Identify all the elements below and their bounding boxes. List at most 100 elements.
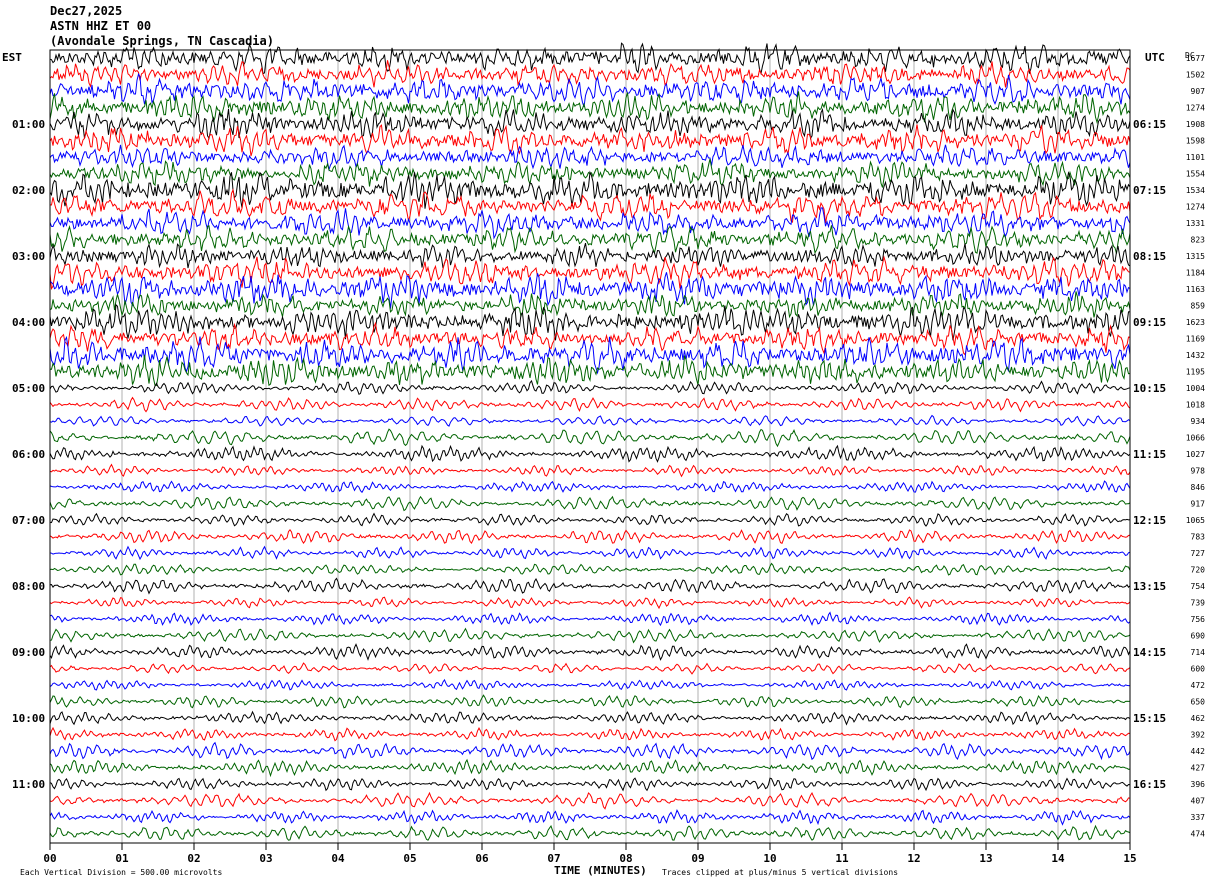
seismic-trace <box>49 42 1131 76</box>
dc-offset-label: 846 <box>1191 483 1206 492</box>
dc-offset-label: 442 <box>1191 747 1206 756</box>
seismic-trace <box>49 124 1131 157</box>
seismic-trace <box>49 809 1131 826</box>
left-hour-label: 04:00 <box>12 316 45 329</box>
seismic-trace <box>49 428 1131 448</box>
dc-offset-label: 720 <box>1191 566 1206 575</box>
seismic-trace <box>49 480 1131 494</box>
dc-offset-label: 1169 <box>1186 335 1205 344</box>
dc-offset-label: 1101 <box>1186 153 1205 162</box>
location-label: (Avondale Springs, TN Cascadia) <box>50 34 274 48</box>
dc-offset-label: 1502 <box>1186 71 1205 80</box>
dc-offset-label: 783 <box>1191 533 1206 542</box>
x-tick-label: 05 <box>403 852 416 865</box>
dc-offset-label: 472 <box>1191 681 1206 690</box>
dc-offset-label: 1315 <box>1186 252 1205 261</box>
dc-offset-label: 1534 <box>1186 186 1205 195</box>
seismic-trace <box>49 321 1131 356</box>
dc-offset-label: 1432 <box>1186 351 1205 360</box>
dc-offset-label: 1004 <box>1186 384 1205 393</box>
minute-gridlines <box>121 50 1059 843</box>
right-hour-label: 09:15 <box>1133 316 1166 329</box>
seismic-trace <box>49 627 1131 644</box>
right-hour-label: 14:15 <box>1133 646 1166 659</box>
x-tick-label: 11 <box>835 852 849 865</box>
dc-offset-label: 690 <box>1191 632 1206 641</box>
dc-offset-label: 396 <box>1191 780 1206 789</box>
x-tick-label: 02 <box>187 852 200 865</box>
dc-offset-label: 1274 <box>1186 104 1205 113</box>
seismic-trace <box>49 611 1131 627</box>
plot-frame <box>49 49 1131 844</box>
seismic-trace <box>49 60 1131 88</box>
right-hour-label: 07:15 <box>1133 184 1166 197</box>
right-hour-label: 12:15 <box>1133 514 1166 527</box>
left-hour-label: 08:00 <box>12 580 45 593</box>
seismic-trace <box>49 710 1131 726</box>
dc-offset-label: 1331 <box>1186 219 1205 228</box>
dc-offset-label: 727 <box>1191 549 1206 558</box>
seismic-traces <box>49 42 1131 841</box>
seismic-trace <box>49 694 1131 709</box>
seismic-trace <box>49 791 1131 810</box>
dc-offset-label: 1163 <box>1186 285 1205 294</box>
seismic-trace <box>49 272 1131 309</box>
dc-offset-labels: 1677 1502 907 1274 1908 1598 1101 1554 1534 1274 1… <box>1186 54 1205 839</box>
dc-offset-label: 714 <box>1191 648 1206 657</box>
seismic-trace <box>49 242 1131 269</box>
seismic-trace <box>49 144 1131 172</box>
seismic-trace <box>49 678 1131 691</box>
dc-offset-label: 1066 <box>1186 434 1205 443</box>
left-hour-label: 01:00 <box>12 118 45 131</box>
x-axis-title: TIME (MINUTES) <box>554 864 647 877</box>
seismic-trace <box>49 777 1131 792</box>
left-hour-label: 07:00 <box>12 514 45 527</box>
seismic-trace <box>49 354 1131 387</box>
dc-offset-label: 756 <box>1191 615 1206 624</box>
dc-offset-label: 823 <box>1191 236 1206 245</box>
dc-offset-label: 859 <box>1191 302 1206 311</box>
seismic-trace <box>49 224 1131 255</box>
left-hour-label: 06:00 <box>12 448 45 461</box>
dc-offset-label: 1195 <box>1186 368 1205 377</box>
seismic-trace <box>49 188 1131 224</box>
dc-offset-label: 1598 <box>1186 137 1205 146</box>
left-hour-label: 02:00 <box>12 184 45 197</box>
division-note: Each Vertical Division = 500.00 microvol… <box>20 868 222 877</box>
dc-offset-label: 934 <box>1191 417 1206 426</box>
clip-note: Traces clipped at plus/minus 5 vertical … <box>662 868 898 877</box>
right-hour-label: 10:15 <box>1133 382 1166 395</box>
seismic-trace <box>49 170 1131 209</box>
station-label: ASTN HHZ ET 00 <box>50 19 152 33</box>
dc-offset-label: 1908 <box>1186 120 1205 129</box>
dc-offset-label: 650 <box>1191 698 1206 707</box>
seismic-trace <box>49 335 1131 375</box>
dc-offset-label: 1018 <box>1186 401 1205 410</box>
dc-offset-label: 754 <box>1191 582 1206 591</box>
dc-offset-label: 474 <box>1191 830 1206 839</box>
x-tick-label: 15 <box>1123 852 1136 865</box>
seismic-trace <box>49 758 1131 778</box>
seismic-trace <box>49 91 1131 125</box>
right-hour-label: 08:15 <box>1133 250 1166 263</box>
dc-offset-label: 1065 <box>1186 516 1205 525</box>
x-tick-label: 01 <box>115 852 129 865</box>
x-tick-label: 03 <box>259 852 272 865</box>
seismic-trace <box>49 379 1131 396</box>
dc-offset-label: 739 <box>1191 599 1206 608</box>
left-hour-labels: 01:00 02:00 03:00 04:00 05:00 06:00 07:00 08:00… <box>12 118 45 791</box>
right-hour-label: 11:15 <box>1133 448 1166 461</box>
dc-header-label: DC <box>1185 51 1195 60</box>
dc-offset-label: 1274 <box>1186 203 1205 212</box>
x-tick-label: 00 <box>43 852 56 865</box>
left-hour-label: 09:00 <box>12 646 45 659</box>
header-block: Dec27,2025 ASTN HHZ ET 00 (Avondale Spri… <box>50 4 274 49</box>
dc-offset-label: 917 <box>1191 500 1206 509</box>
dc-offset-label: 907 <box>1191 87 1206 96</box>
seismic-trace <box>49 596 1131 610</box>
x-tick-label: 06 <box>475 852 489 865</box>
seismic-trace <box>49 512 1131 527</box>
dc-offset-label: 392 <box>1191 731 1206 740</box>
dc-offset-label: 1554 <box>1186 170 1205 179</box>
